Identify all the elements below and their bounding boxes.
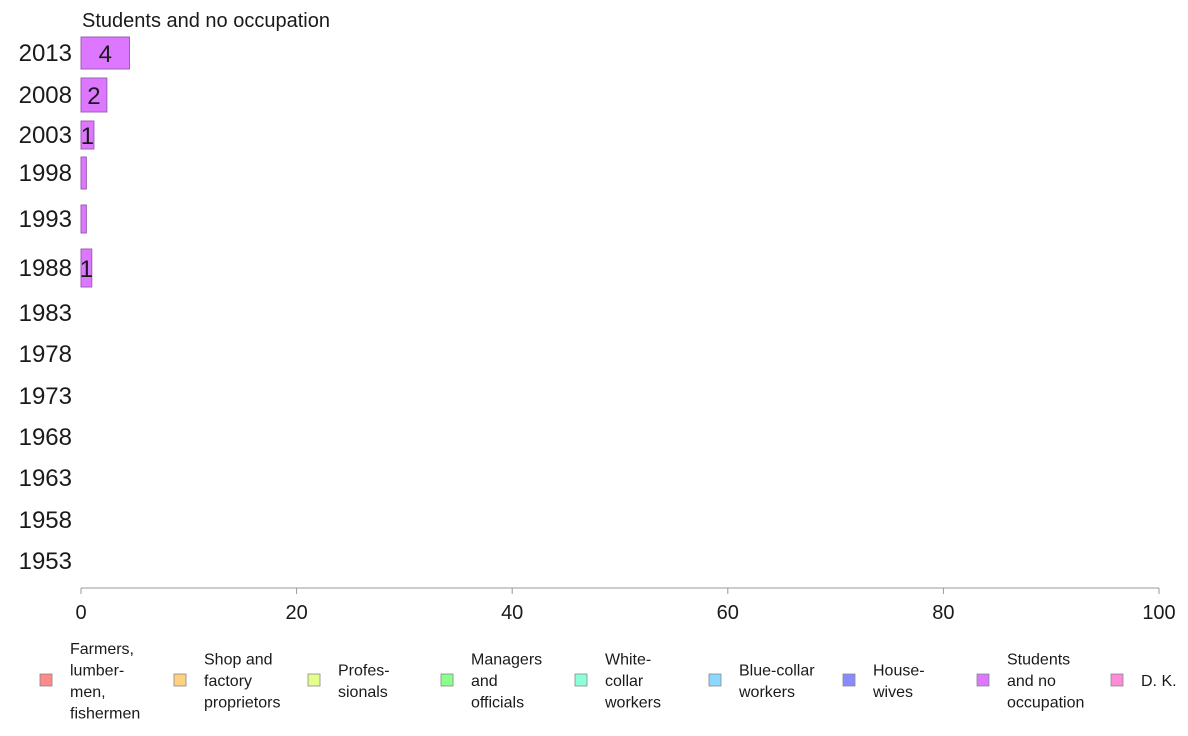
bars-group: 2013 4 2008 2 2003 1 1998 1993 1988 1 1983 1978 1973… — [19, 36, 131, 575]
legend-item: Profes-sionals — [307, 662, 390, 701]
x-tick-label: 60 — [717, 602, 739, 624]
bar-value-label: 1 — [81, 123, 94, 150]
legend-label: factory — [204, 673, 252, 690]
x-axis: 0 20 40 60 80 100 — [75, 587, 1176, 624]
legend-swatch — [1110, 673, 1124, 687]
y-tick-label: 2008 — [19, 82, 72, 109]
legend-label: collar — [605, 673, 644, 690]
legend-label: workers — [604, 695, 661, 712]
legend: Farmers, lumber-men, fishermen Shop and fact… — [39, 641, 1177, 722]
y-tick-label: 1968 — [19, 424, 72, 451]
y-tick-label: 1953 — [19, 548, 72, 575]
legend-label: workers — [738, 684, 795, 701]
bar — [80, 204, 87, 234]
legend-swatch — [708, 673, 722, 687]
legend-label: lumber- — [70, 662, 124, 679]
legend-item: Managers and officials — [440, 652, 542, 712]
legend-label: Profes- — [338, 662, 390, 679]
legend-swatch — [440, 673, 454, 687]
legend-item: D. K. — [1110, 673, 1177, 690]
bar — [80, 77, 108, 113]
y-tick-label: 1963 — [19, 465, 72, 492]
x-tick-label: 100 — [1142, 602, 1175, 624]
bar-value-label: 4 — [99, 41, 112, 68]
legend-item: Farmers, lumber-men, fishermen — [39, 641, 140, 722]
legend-label: wives — [872, 684, 913, 701]
legend-swatch — [574, 673, 588, 687]
chart-title: Students and no occupation — [82, 10, 330, 32]
legend-label: men, — [70, 684, 106, 701]
legend-label: and no — [1007, 673, 1056, 690]
legend-item: White-collar workers — [574, 652, 661, 712]
legend-label: sionals — [338, 684, 388, 701]
y-tick-label: 1958 — [19, 507, 72, 534]
legend-label: Managers — [471, 652, 542, 669]
legend-label: Blue-collar — [739, 662, 815, 679]
y-tick-label: 2003 — [19, 122, 72, 149]
legend-swatch — [173, 673, 187, 687]
legend-label: and — [471, 673, 498, 690]
legend-label: officials — [471, 695, 524, 712]
legend-label: D. K. — [1141, 673, 1177, 690]
bar — [80, 120, 95, 150]
bar — [80, 248, 93, 288]
bar — [80, 156, 87, 190]
x-tick-label: 40 — [501, 602, 523, 624]
legend-item: Shop and factory proprietors — [173, 652, 280, 712]
legend-item: House-wives — [842, 662, 925, 701]
y-tick-label: 1993 — [19, 206, 72, 233]
y-tick-label: 2013 — [19, 40, 72, 67]
legend-item: Blue-collar workers — [708, 662, 815, 701]
legend-label: fishermen — [70, 705, 140, 722]
y-tick-label: 1973 — [19, 383, 72, 410]
x-tick-label: 80 — [932, 602, 954, 624]
bar-value-label: 2 — [87, 83, 100, 110]
y-tick-label: 1998 — [19, 160, 72, 187]
bar-value-label: 1 — [80, 256, 93, 283]
legend-swatch — [976, 673, 990, 687]
legend-swatch — [307, 673, 321, 687]
bar — [80, 36, 131, 70]
y-tick-label: 1978 — [19, 341, 72, 368]
legend-label: Farmers, — [70, 641, 134, 658]
legend-label: occupation — [1007, 695, 1084, 712]
x-tick-label: 0 — [75, 602, 86, 624]
legend-swatch — [842, 673, 856, 687]
legend-swatch — [39, 673, 53, 687]
x-tick-label: 20 — [285, 602, 307, 624]
legend-item: Students and no occupation — [976, 652, 1084, 712]
legend-label: House- — [873, 662, 925, 679]
y-tick-label: 1983 — [19, 300, 72, 327]
legend-label: Students — [1007, 652, 1070, 669]
legend-label: proprietors — [204, 695, 280, 712]
y-tick-label: 1988 — [19, 255, 72, 282]
legend-label: Shop and — [204, 652, 273, 669]
legend-label: White- — [605, 652, 651, 669]
